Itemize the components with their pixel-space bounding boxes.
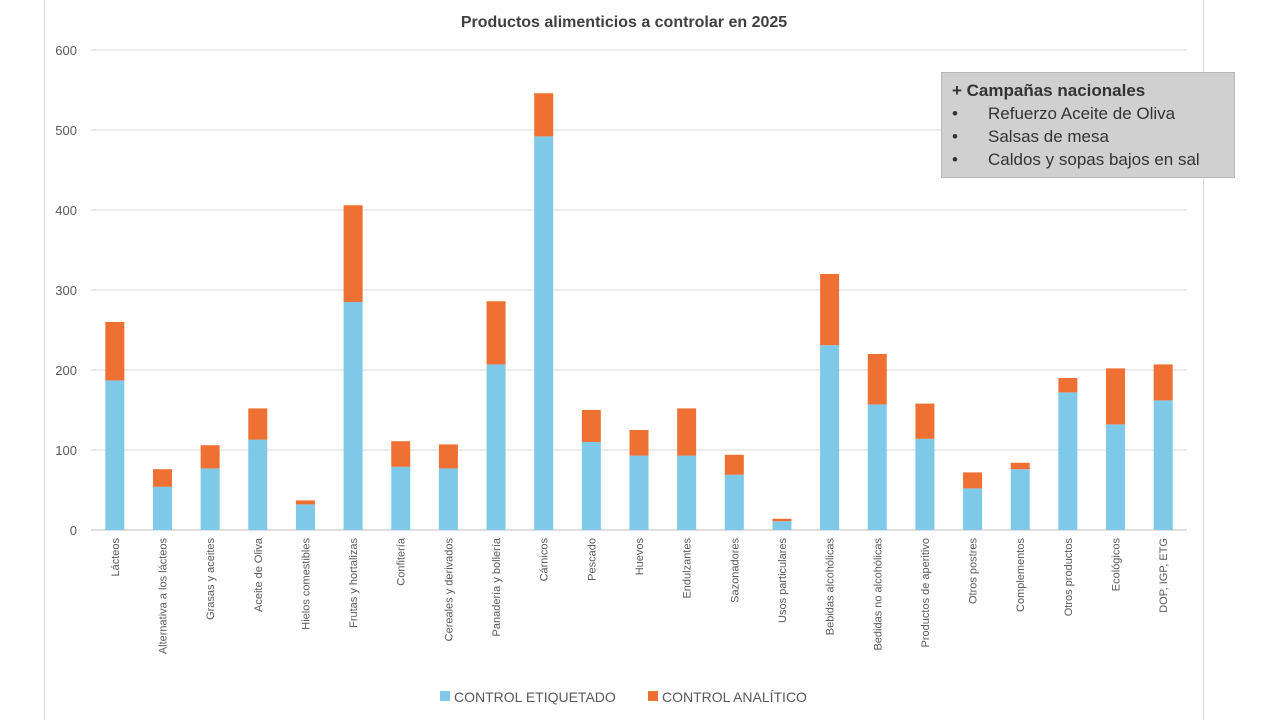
bar-control-analitico — [1058, 378, 1078, 393]
x-tick-label: Lácteos — [110, 538, 122, 577]
bar-control-etiquetado — [677, 455, 697, 530]
bar-control-etiquetado — [1058, 392, 1078, 530]
bar-control-analitico — [1153, 364, 1173, 401]
bar-control-etiquetado — [820, 345, 840, 530]
y-tick-label: 600 — [55, 43, 77, 58]
x-tick-label: Productos de aperitivo — [920, 538, 932, 647]
bar-control-analitico — [724, 454, 744, 475]
bar-control-analitico — [200, 445, 220, 469]
x-tick-label: Ecológicos — [1111, 538, 1123, 592]
x-tick-label: Usos particulares — [777, 538, 789, 623]
y-tick-label: 100 — [55, 443, 77, 458]
legend-label: CONTROL ETIQUETADO — [454, 689, 616, 705]
legend: CONTROL ETIQUETADO CONTROL ANALÍTICO — [440, 689, 807, 705]
x-axis-labels: Lácteos Alternativa a los lácteos Grasas y… — [110, 537, 1170, 654]
bar-control-analitico — [772, 518, 792, 522]
callout-item-label: Refuerzo Aceite de Oliva — [988, 104, 1176, 123]
bar-control-etiquetado — [772, 521, 792, 530]
y-tick-label: 200 — [55, 363, 77, 378]
y-tick-label: 400 — [55, 203, 77, 218]
x-tick-label: Otros postres — [968, 538, 980, 605]
x-tick-label: Cárnicos — [539, 538, 551, 582]
x-tick-label: Hielos comestibles — [300, 538, 312, 630]
legend-swatch — [440, 691, 450, 701]
x-tick-label: Complementos — [1015, 538, 1027, 612]
bar-control-analitico — [963, 472, 983, 489]
legend-label: CONTROL ANALÍTICO — [662, 689, 807, 705]
bar-control-etiquetado — [486, 364, 506, 530]
bar-control-etiquetado — [248, 439, 268, 530]
x-tick-label: Confitería — [396, 537, 408, 586]
bar-control-etiquetado — [629, 455, 649, 530]
bar-control-analitico — [391, 441, 411, 467]
x-tick-label: Grasas y aceites — [205, 538, 217, 620]
bar-control-etiquetado — [534, 136, 554, 530]
bar-control-etiquetado — [581, 442, 601, 530]
y-tick-label: 0 — [70, 523, 77, 538]
bars — [105, 93, 1173, 530]
bar-control-analitico — [343, 205, 363, 302]
bar-control-analitico — [486, 301, 506, 365]
y-tick-label: 500 — [55, 123, 77, 138]
bar-control-etiquetado — [867, 404, 887, 530]
bar-control-etiquetado — [152, 486, 172, 530]
callout-item: • Caldos y sopas bajos en sal — [952, 148, 1224, 171]
bar-control-etiquetado — [438, 468, 458, 530]
bar-control-analitico — [867, 354, 887, 405]
x-tick-label: Bedidas no alcohólicas — [872, 538, 884, 651]
x-tick-label: Bebidas alcohólicas — [825, 538, 837, 636]
bar-control-analitico — [105, 322, 125, 381]
x-tick-label: Aceite de Oliva — [253, 537, 265, 612]
bar-control-analitico — [915, 403, 935, 439]
x-tick-label: Panadería y bollería — [491, 537, 503, 636]
bar-control-etiquetado — [724, 474, 744, 530]
x-tick-label: Frutas y hortalizas — [348, 538, 360, 628]
bar-control-etiquetado — [915, 438, 935, 530]
bar-control-etiquetado — [343, 302, 363, 530]
x-tick-label: Cereales y derivados — [443, 538, 455, 642]
bar-control-analitico — [820, 274, 840, 346]
legend-swatch — [648, 691, 658, 701]
bar-control-etiquetado — [963, 488, 983, 530]
x-tick-label: DOP, IGP, ETG — [1158, 538, 1170, 613]
bar-control-etiquetado — [1010, 469, 1030, 530]
chart-title: Productos alimenticios a controlar en 20… — [461, 14, 787, 31]
callout-item: • Refuerzo Aceite de Oliva — [952, 102, 1224, 125]
bar-control-analitico — [1106, 368, 1126, 425]
bar-control-etiquetado — [295, 504, 315, 530]
bar-control-analitico — [248, 408, 268, 440]
x-tick-label: Sazonadores — [729, 538, 741, 603]
bar-control-etiquetado — [1106, 424, 1126, 530]
x-tick-label: Alternativa a los lácteos — [157, 538, 169, 655]
callout-item-label: Caldos y sopas bajos en sal — [988, 150, 1200, 169]
bar-control-analitico — [534, 93, 554, 137]
x-tick-label: Pescado — [586, 538, 598, 581]
bar-control-etiquetado — [1153, 400, 1173, 530]
bar-control-etiquetado — [200, 468, 220, 530]
national-campaigns-callout: + Campañas nacionales • Refuerzo Aceite … — [941, 72, 1235, 178]
bar-control-analitico — [1010, 462, 1030, 470]
bar-control-etiquetado — [105, 380, 125, 530]
bar-control-etiquetado — [391, 466, 411, 530]
x-tick-label: Huevos — [634, 538, 646, 576]
bar-control-analitico — [581, 410, 601, 442]
bullet-icon: • — [952, 104, 958, 123]
x-tick-label: Endulzantes — [682, 538, 694, 599]
y-tick-label: 300 — [55, 283, 77, 298]
x-tick-label: Otros productos — [1063, 538, 1075, 617]
bar-control-analitico — [295, 500, 315, 505]
bar-control-analitico — [677, 408, 697, 456]
y-axis-ticks: 0 100 200 300 400 500 600 — [55, 43, 77, 538]
bar-control-analitico — [629, 430, 649, 456]
callout-item-label: Salsas de mesa — [988, 127, 1109, 146]
callout-item: • Salsas de mesa — [952, 125, 1224, 148]
bullet-icon: • — [952, 127, 958, 146]
bullet-icon: • — [952, 150, 958, 169]
callout-title: + Campañas nacionales — [952, 81, 1146, 100]
bar-control-analitico — [438, 444, 458, 469]
bar-control-analitico — [152, 469, 172, 487]
